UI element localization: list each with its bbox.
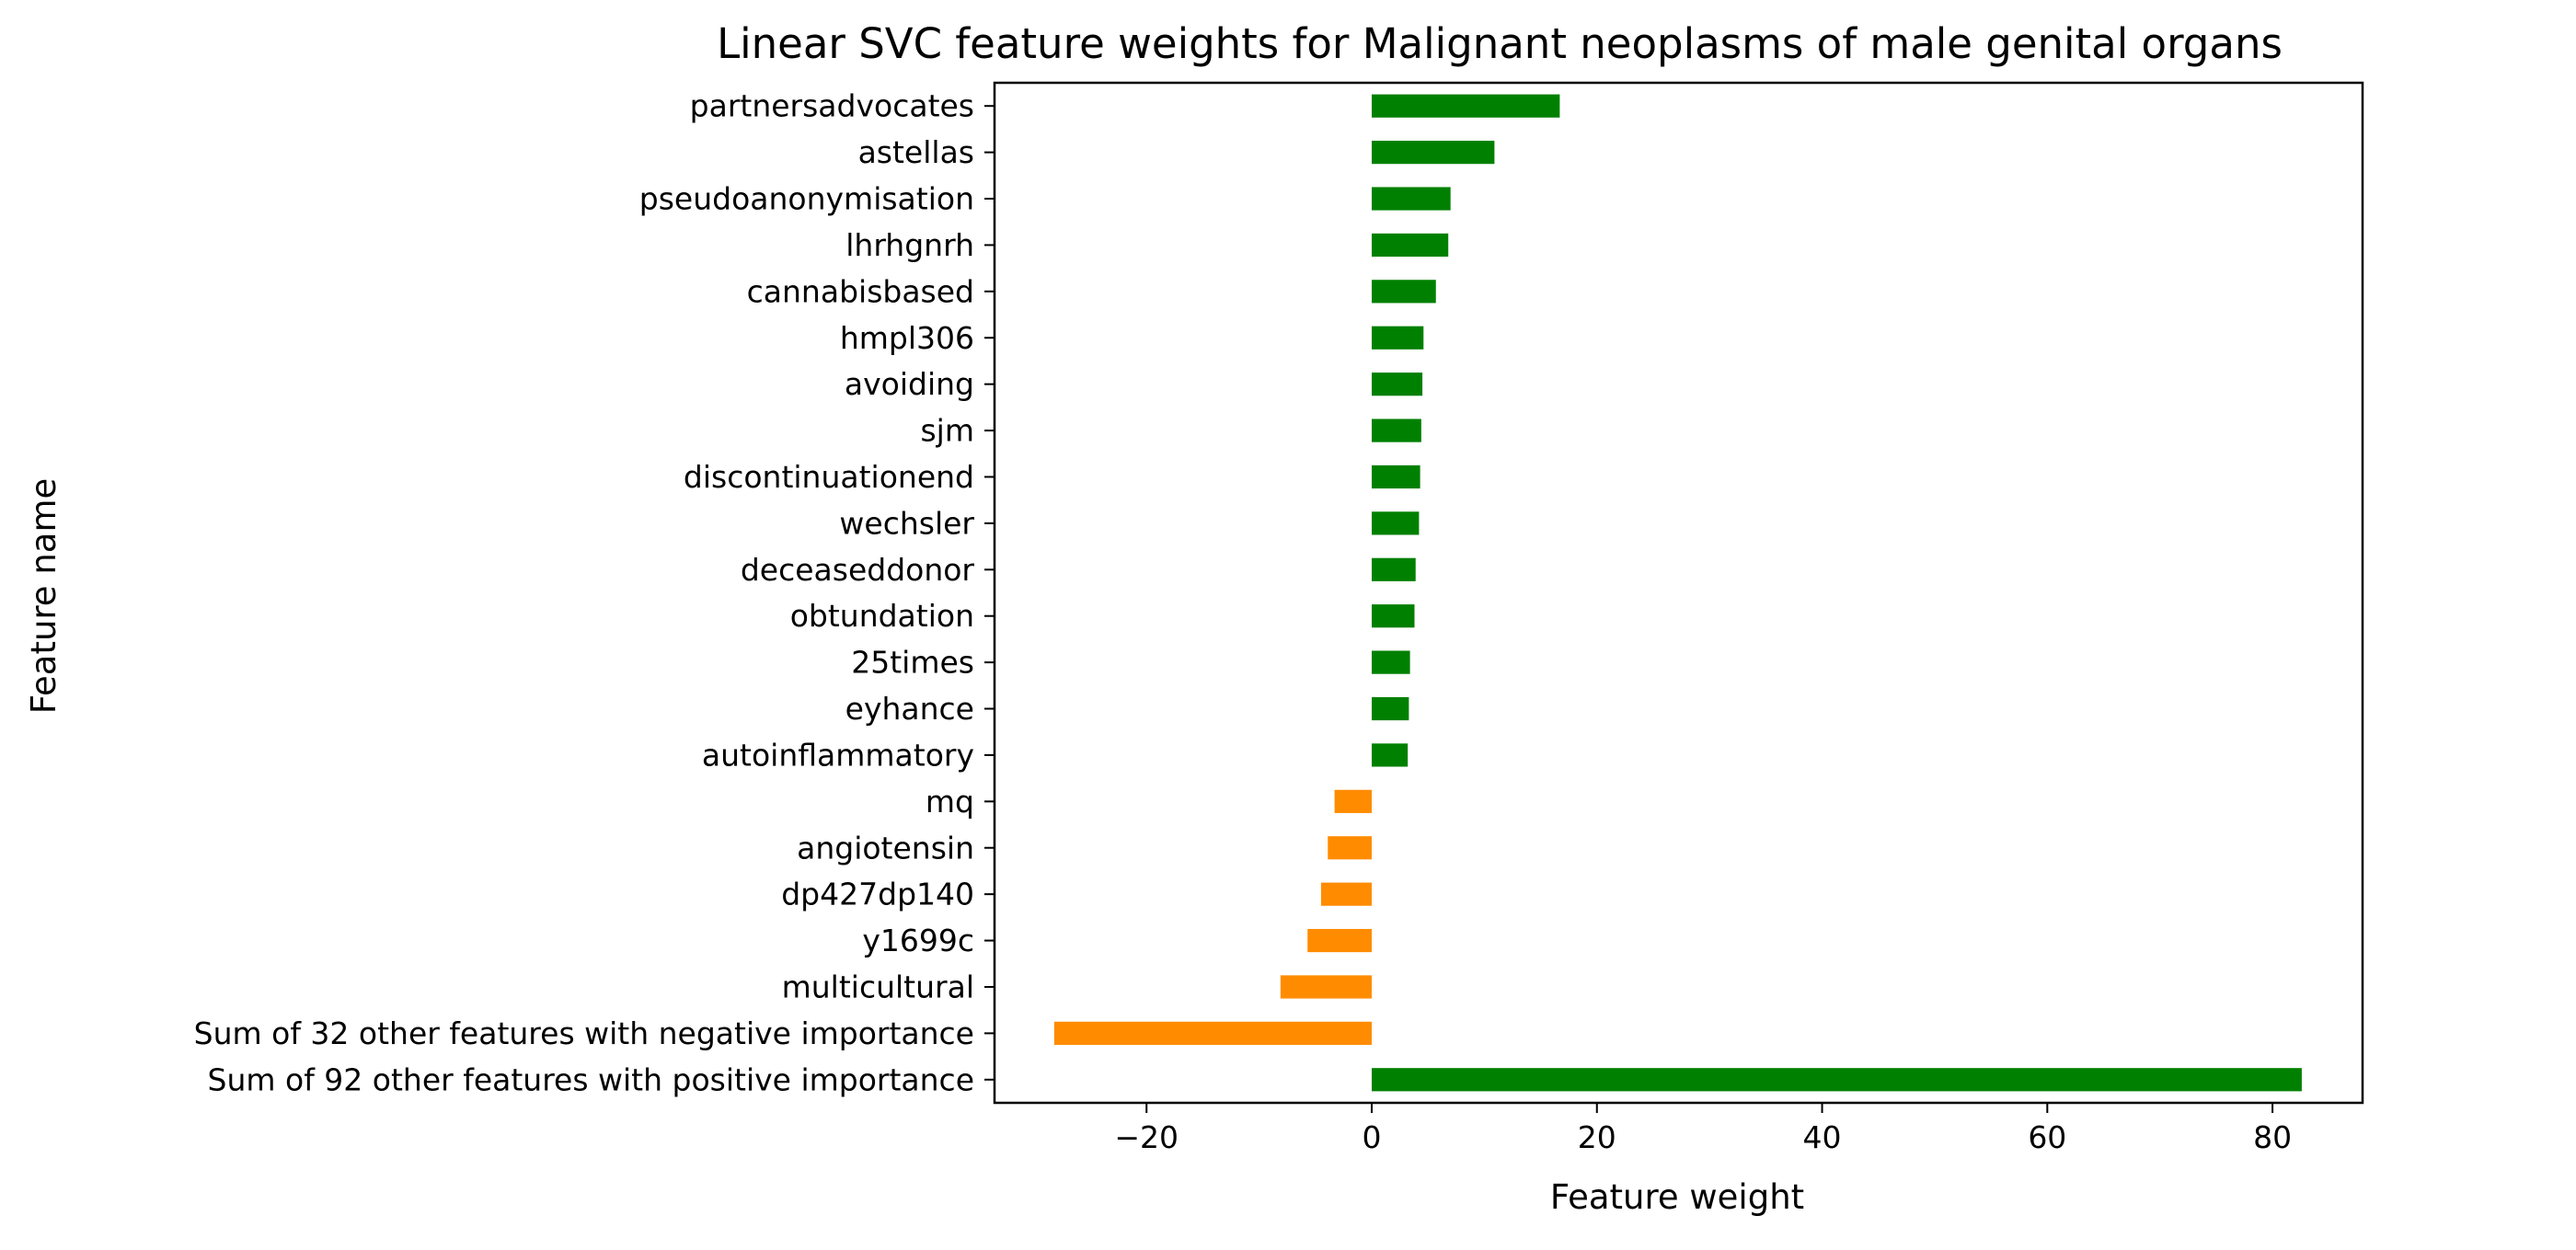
y-tick-label: wechsler <box>839 505 974 541</box>
bar-22 <box>1371 1068 2302 1092</box>
bar-1 <box>1371 94 1560 118</box>
bar-3 <box>1371 187 1451 211</box>
y-tick-label: hmpl306 <box>840 320 974 356</box>
bar-7 <box>1371 373 1423 396</box>
bar-16 <box>1334 789 1372 813</box>
y-tick-label: discontinuationend <box>684 459 974 495</box>
y-tick-label: eyhance <box>845 691 974 727</box>
bar-5 <box>1371 280 1436 304</box>
bar-8 <box>1371 419 1421 442</box>
bar-18 <box>1320 882 1372 906</box>
bar-14 <box>1371 696 1409 721</box>
y-tick-label: obtundation <box>790 598 974 634</box>
y-tick-label: avoiding <box>845 366 974 402</box>
y-tick-label: Sum of 92 other features with positive i… <box>208 1061 974 1097</box>
y-tick-label: Sum of 32 other features with negative i… <box>194 1015 974 1051</box>
y-tick-label: lhrhgnrh <box>845 227 974 263</box>
bar-20 <box>1280 975 1372 999</box>
y-tick-label: autoinflammatory <box>702 737 974 773</box>
y-tick-label: sjm <box>920 413 974 449</box>
x-tick-label: 80 <box>2253 1119 2292 1155</box>
x-tick-layer: −20 0 20 40 60 80 <box>1114 1103 2292 1155</box>
x-tick-label: 0 <box>1362 1119 1381 1155</box>
bar-15 <box>1371 743 1409 767</box>
y-tick-label: astellas <box>858 134 974 170</box>
x-axis-label: Feature weight <box>1550 1177 1804 1217</box>
y-tick-label: y1699c <box>862 923 974 958</box>
bar-13 <box>1371 650 1410 674</box>
y-tick-layer: partnersadvocates astellas pseudoanonymisa… <box>194 88 995 1097</box>
y-tick-label: dp427dp140 <box>781 877 974 912</box>
bar-12 <box>1371 604 1415 628</box>
x-tick-label: 40 <box>1803 1119 1842 1155</box>
bars-layer <box>1053 94 2302 1092</box>
y-tick-label: multicultural <box>782 969 974 1004</box>
bar-21 <box>1053 1021 1372 1045</box>
bar-11 <box>1371 557 1416 581</box>
bar-9 <box>1371 464 1420 489</box>
x-tick-label: −20 <box>1114 1119 1179 1155</box>
x-tick-label: 20 <box>1578 1119 1616 1155</box>
bar-17 <box>1328 836 1372 860</box>
y-tick-label: pseudoanonymisation <box>639 181 974 217</box>
bar-4 <box>1371 233 1449 258</box>
y-axis-label: Feature name <box>24 478 63 715</box>
y-tick-label: deceaseddonor <box>741 552 975 588</box>
y-tick-label: mq <box>926 784 974 820</box>
chart-title: Linear SVC feature weights for Malignant… <box>717 19 2283 68</box>
plot-frame <box>993 81 2364 1105</box>
y-tick-label: angiotensin <box>797 830 974 866</box>
bar-6 <box>1371 326 1424 350</box>
bar-2 <box>1371 141 1495 165</box>
y-tick-label: cannabisbased <box>747 273 974 309</box>
bar-10 <box>1371 511 1420 535</box>
y-tick-label: 25times <box>851 645 974 681</box>
y-tick-label: partnersadvocates <box>690 88 974 124</box>
bar-19 <box>1307 928 1372 953</box>
x-tick-label: 60 <box>2028 1119 2066 1155</box>
